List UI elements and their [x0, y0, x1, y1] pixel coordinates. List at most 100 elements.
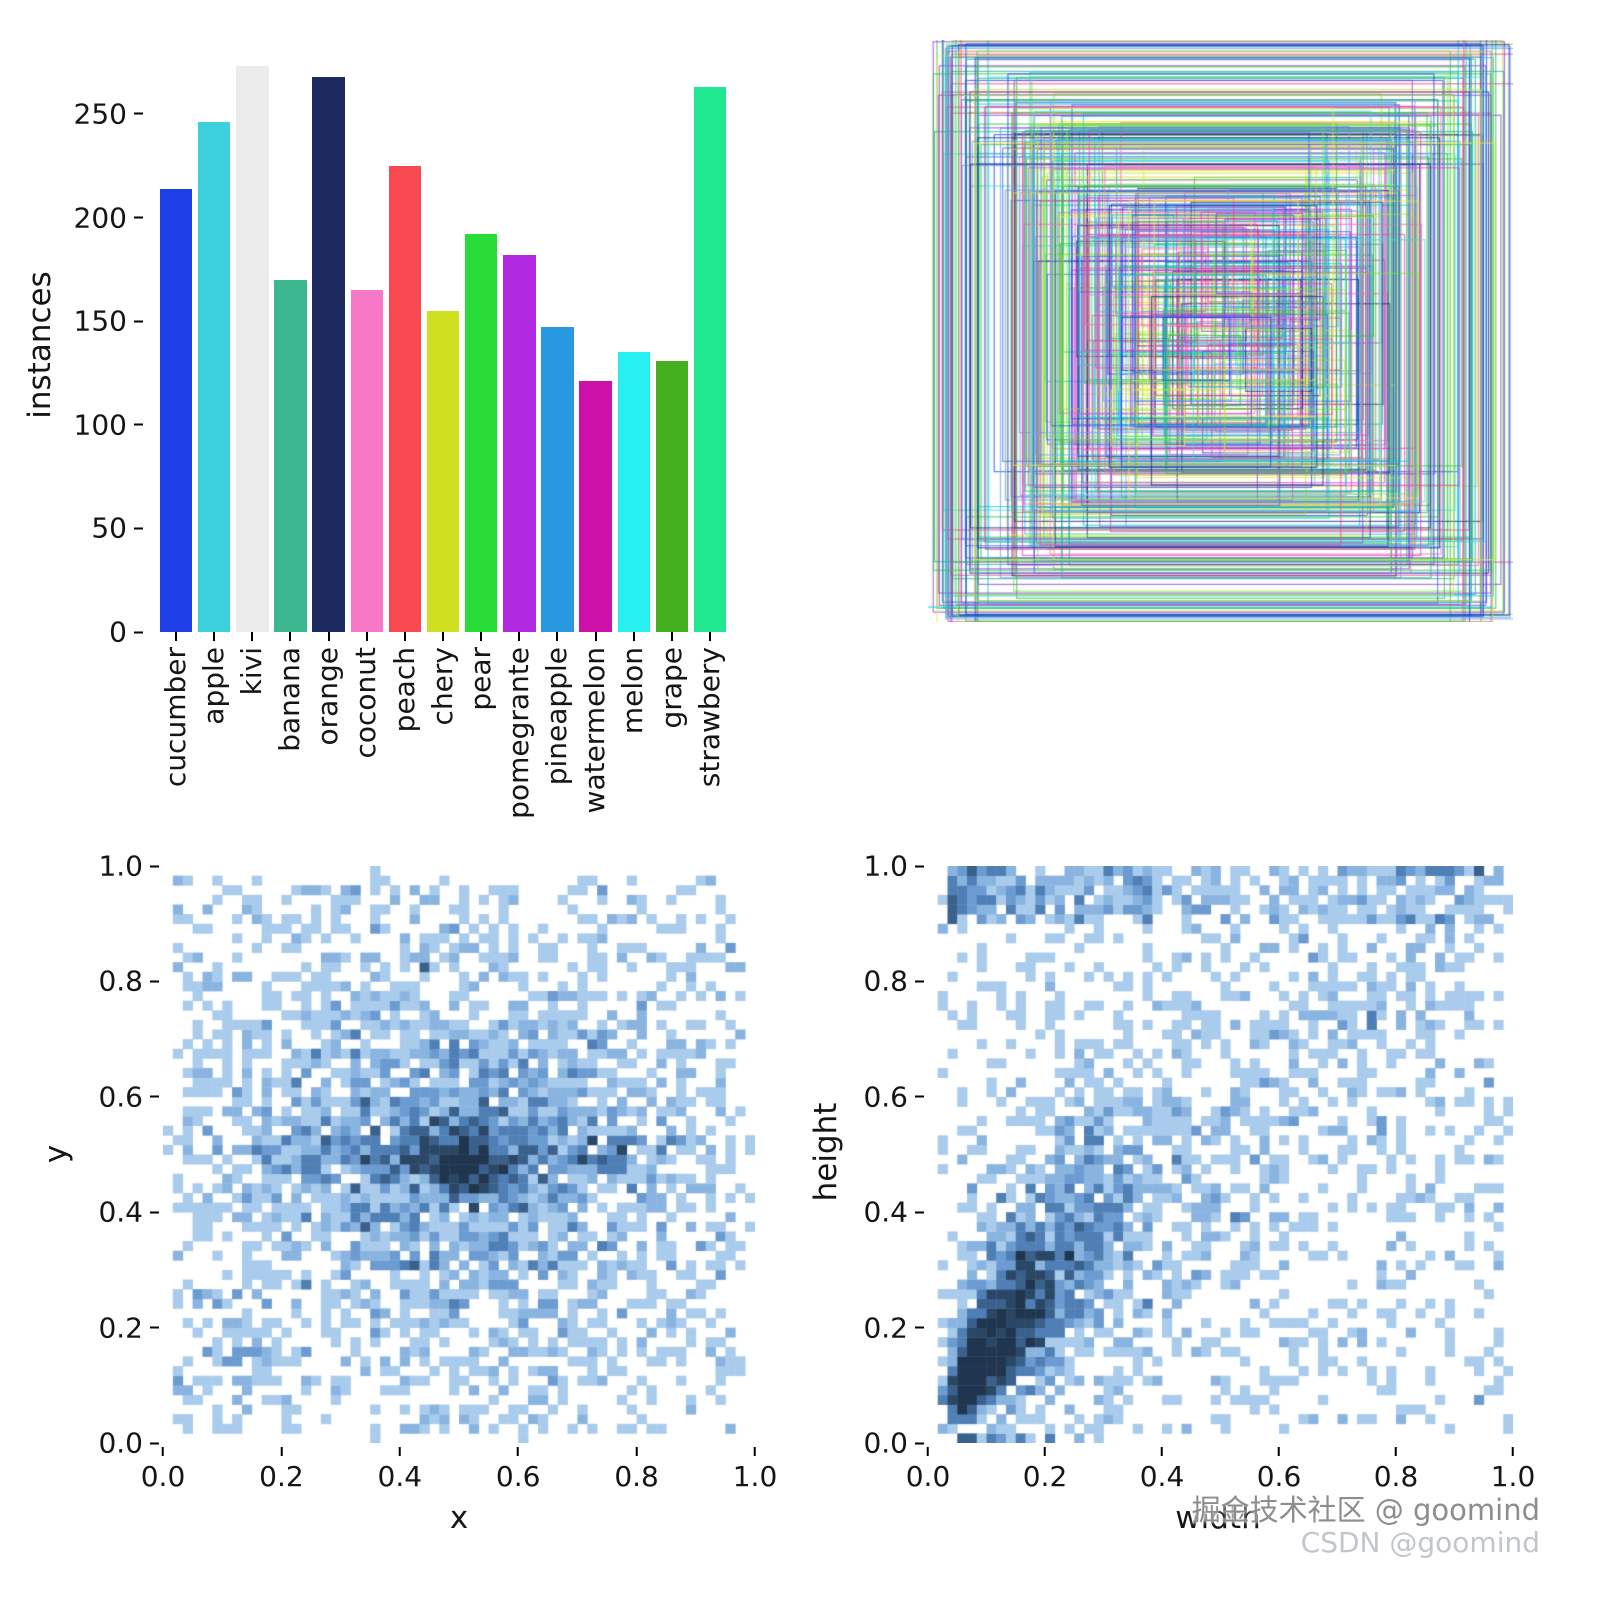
x-tick-mark [175, 632, 178, 641]
category-slot-pomegrante: pomegrante [500, 632, 538, 819]
tick-label: 0.6 [98, 1080, 143, 1114]
x-tick-mark [480, 632, 483, 641]
x-tick-mark [518, 632, 521, 641]
x-tick-mark [594, 632, 597, 641]
bar-strawbery [693, 87, 727, 632]
category-label-cucumber: cucumber [158, 647, 192, 788]
bar-orange [312, 76, 345, 632]
x-tick-mark [1161, 1447, 1163, 1456]
tick-label: 0.0 [863, 1426, 908, 1460]
x-tick-mark [162, 1447, 164, 1456]
tick-label: 50 [91, 511, 127, 545]
y-tick-0.4: 0.4 [863, 1196, 924, 1229]
category-slot-grape: grape [653, 632, 691, 819]
bar-banana [274, 279, 307, 632]
x-tick-mark [213, 632, 216, 641]
y-tick-mark [915, 1211, 924, 1214]
category-label-kivi: kivi [234, 647, 268, 696]
y-tick-mark [915, 1326, 924, 1329]
bar-slot-watermelon [577, 58, 615, 632]
y-tick-1.0: 1.0 [98, 850, 159, 883]
y-tick-mark [150, 865, 159, 867]
x-tick-mark [670, 632, 673, 641]
wh-x-axis-label: width [1175, 1500, 1261, 1536]
bar-y-tick: 250 [74, 97, 143, 130]
x-tick-mark [927, 1447, 929, 1456]
x-tick-mark [635, 1447, 638, 1456]
x-tick-0.6: 0.6 [495, 1447, 541, 1493]
x-tick-0.0: 0.0 [906, 1447, 950, 1493]
tick-label: 1.0 [98, 849, 143, 883]
tick-label: 0.0 [98, 1426, 143, 1460]
x-tick-0.8: 0.8 [1373, 1447, 1419, 1493]
x-tick-0.8: 0.8 [614, 1447, 659, 1493]
tick-label: 0 [109, 615, 127, 649]
category-slot-banana: banana [271, 632, 309, 819]
x-tick-0.4: 0.4 [1140, 1447, 1184, 1493]
tick-label: 100 [73, 408, 127, 442]
x-tick-mark [556, 632, 559, 641]
y-tick-mark [150, 1442, 159, 1444]
y-tick-0.6: 0.6 [863, 1080, 924, 1113]
x-tick-mark [632, 632, 635, 641]
x-tick-0.2: 0.2 [259, 1447, 304, 1493]
bar-slot-coconut [348, 58, 386, 632]
category-slot-chery: chery [424, 632, 462, 819]
tick-label: 0.6 [495, 1460, 541, 1493]
category-slot-coconut: coconut [348, 632, 386, 819]
tick-label: 0.4 [377, 1460, 423, 1493]
x-tick-mark [754, 1447, 756, 1456]
tick-label: 1.0 [1490, 1460, 1536, 1493]
y-tick-0.8: 0.8 [98, 965, 159, 998]
category-label-orange: orange [311, 647, 345, 746]
y-tick-mark [134, 112, 143, 115]
x-tick-mark [327, 632, 330, 641]
y-tick-mark [134, 320, 143, 323]
y-tick-mark [134, 631, 143, 633]
category-label-pear: pear [463, 647, 497, 711]
x-tick-mark [403, 632, 406, 641]
bar-y-tick: 150 [74, 305, 143, 338]
wh-x-tick-labels: 0.0 0.2 0.4 0.6 0.8 1.0 [906, 1447, 1535, 1507]
tick-label: 0.8 [863, 964, 908, 998]
y-tick-0.6: 0.6 [98, 1080, 159, 1113]
x-tick-0.4: 0.4 [377, 1447, 423, 1493]
x-tick-mark [398, 1447, 401, 1456]
y-tick-mark [150, 980, 159, 983]
y-tick-mark [150, 1326, 159, 1329]
x-tick-1.0: 1.0 [1490, 1447, 1536, 1493]
x-tick-1.0: 1.0 [732, 1447, 778, 1493]
category-slot-watermelon: watermelon [577, 632, 615, 819]
category-slot-melon: melon [615, 632, 653, 819]
bar-slot-grape [653, 58, 691, 632]
y-tick-0.2: 0.2 [98, 1311, 159, 1344]
bar-melon [617, 352, 650, 632]
bar-slot-cucumber [157, 58, 195, 632]
x-tick-mark [442, 632, 445, 641]
category-label-watermelon: watermelon [578, 647, 612, 814]
watermark: 掘金技术社区 @ goomind CSDN @goomind [1191, 1493, 1540, 1560]
xy-y-tick-labels: 0.0 0.2 0.4 0.6 0.8 1.0 [60, 850, 159, 1460]
y-tick-mark [150, 1211, 159, 1214]
tick-label: 0.8 [1373, 1460, 1419, 1493]
watermark-line-2: CSDN @goomind [1300, 1526, 1540, 1560]
tick-label: 0.2 [259, 1460, 304, 1493]
bar-watermelon [579, 381, 612, 632]
tick-label: 0.2 [863, 1311, 908, 1345]
y-tick-0.0: 0.0 [863, 1427, 924, 1460]
y-tick-mark [134, 216, 143, 219]
xy-heatmap [163, 866, 755, 1443]
category-label-pineapple: pineapple [540, 647, 574, 786]
y-tick-mark [134, 527, 143, 530]
tick-label: 150 [73, 304, 127, 338]
tick-label: 0.8 [614, 1460, 659, 1493]
xy-x-tick-labels: 0.0 0.2 0.4 0.6 0.8 1.0 [141, 1447, 777, 1507]
bar-slot-chery [424, 58, 462, 632]
watermark-line-1: 掘金技术社区 @ goomind [1191, 1493, 1540, 1527]
category-slot-strawbery: strawbery [691, 632, 729, 819]
width-height-heatmap [928, 866, 1513, 1443]
tick-label: 1.0 [732, 1460, 778, 1493]
y-tick-mark [150, 1095, 159, 1098]
tick-label: 200 [73, 201, 127, 235]
bar-kivi [236, 66, 269, 632]
